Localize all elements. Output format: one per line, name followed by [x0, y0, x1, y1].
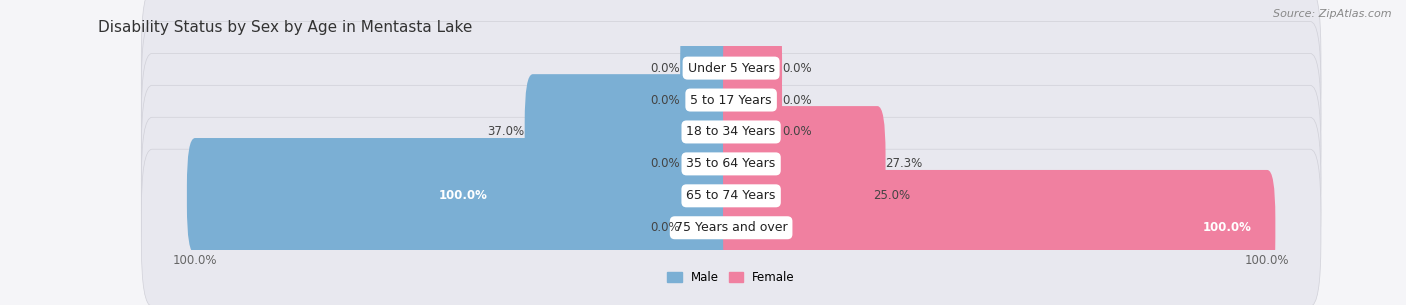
- FancyBboxPatch shape: [142, 0, 1320, 147]
- FancyBboxPatch shape: [681, 42, 740, 158]
- Text: Under 5 Years: Under 5 Years: [688, 62, 775, 75]
- Text: Disability Status by Sex by Age in Mentasta Lake: Disability Status by Sex by Age in Menta…: [98, 20, 472, 35]
- FancyBboxPatch shape: [187, 138, 740, 254]
- FancyBboxPatch shape: [723, 138, 873, 254]
- Text: 18 to 34 Years: 18 to 34 Years: [686, 125, 776, 138]
- FancyBboxPatch shape: [142, 149, 1320, 305]
- Text: 65 to 74 Years: 65 to 74 Years: [686, 189, 776, 202]
- FancyBboxPatch shape: [723, 170, 1275, 285]
- Text: 0.0%: 0.0%: [651, 62, 681, 75]
- Text: 75 Years and over: 75 Years and over: [675, 221, 787, 234]
- Text: 0.0%: 0.0%: [782, 94, 811, 106]
- Text: 27.3%: 27.3%: [886, 157, 922, 170]
- FancyBboxPatch shape: [723, 74, 782, 190]
- FancyBboxPatch shape: [681, 106, 740, 222]
- Text: 25.0%: 25.0%: [873, 189, 910, 202]
- FancyBboxPatch shape: [723, 42, 782, 158]
- Text: Source: ZipAtlas.com: Source: ZipAtlas.com: [1274, 9, 1392, 19]
- FancyBboxPatch shape: [142, 53, 1320, 210]
- FancyBboxPatch shape: [681, 10, 740, 126]
- Text: 0.0%: 0.0%: [651, 221, 681, 234]
- FancyBboxPatch shape: [142, 117, 1320, 274]
- FancyBboxPatch shape: [524, 74, 740, 190]
- FancyBboxPatch shape: [681, 170, 740, 285]
- Text: 0.0%: 0.0%: [782, 62, 811, 75]
- FancyBboxPatch shape: [723, 10, 782, 126]
- Text: 100.0%: 100.0%: [1202, 221, 1251, 234]
- Text: 0.0%: 0.0%: [651, 94, 681, 106]
- Text: 5 to 17 Years: 5 to 17 Years: [690, 94, 772, 106]
- Text: 100.0%: 100.0%: [439, 189, 488, 202]
- FancyBboxPatch shape: [723, 106, 886, 222]
- Text: 37.0%: 37.0%: [488, 125, 524, 138]
- Text: 0.0%: 0.0%: [651, 157, 681, 170]
- Text: 35 to 64 Years: 35 to 64 Years: [686, 157, 776, 170]
- FancyBboxPatch shape: [142, 21, 1320, 178]
- Legend: Male, Female: Male, Female: [662, 267, 800, 289]
- Text: 0.0%: 0.0%: [782, 125, 811, 138]
- FancyBboxPatch shape: [142, 85, 1320, 242]
